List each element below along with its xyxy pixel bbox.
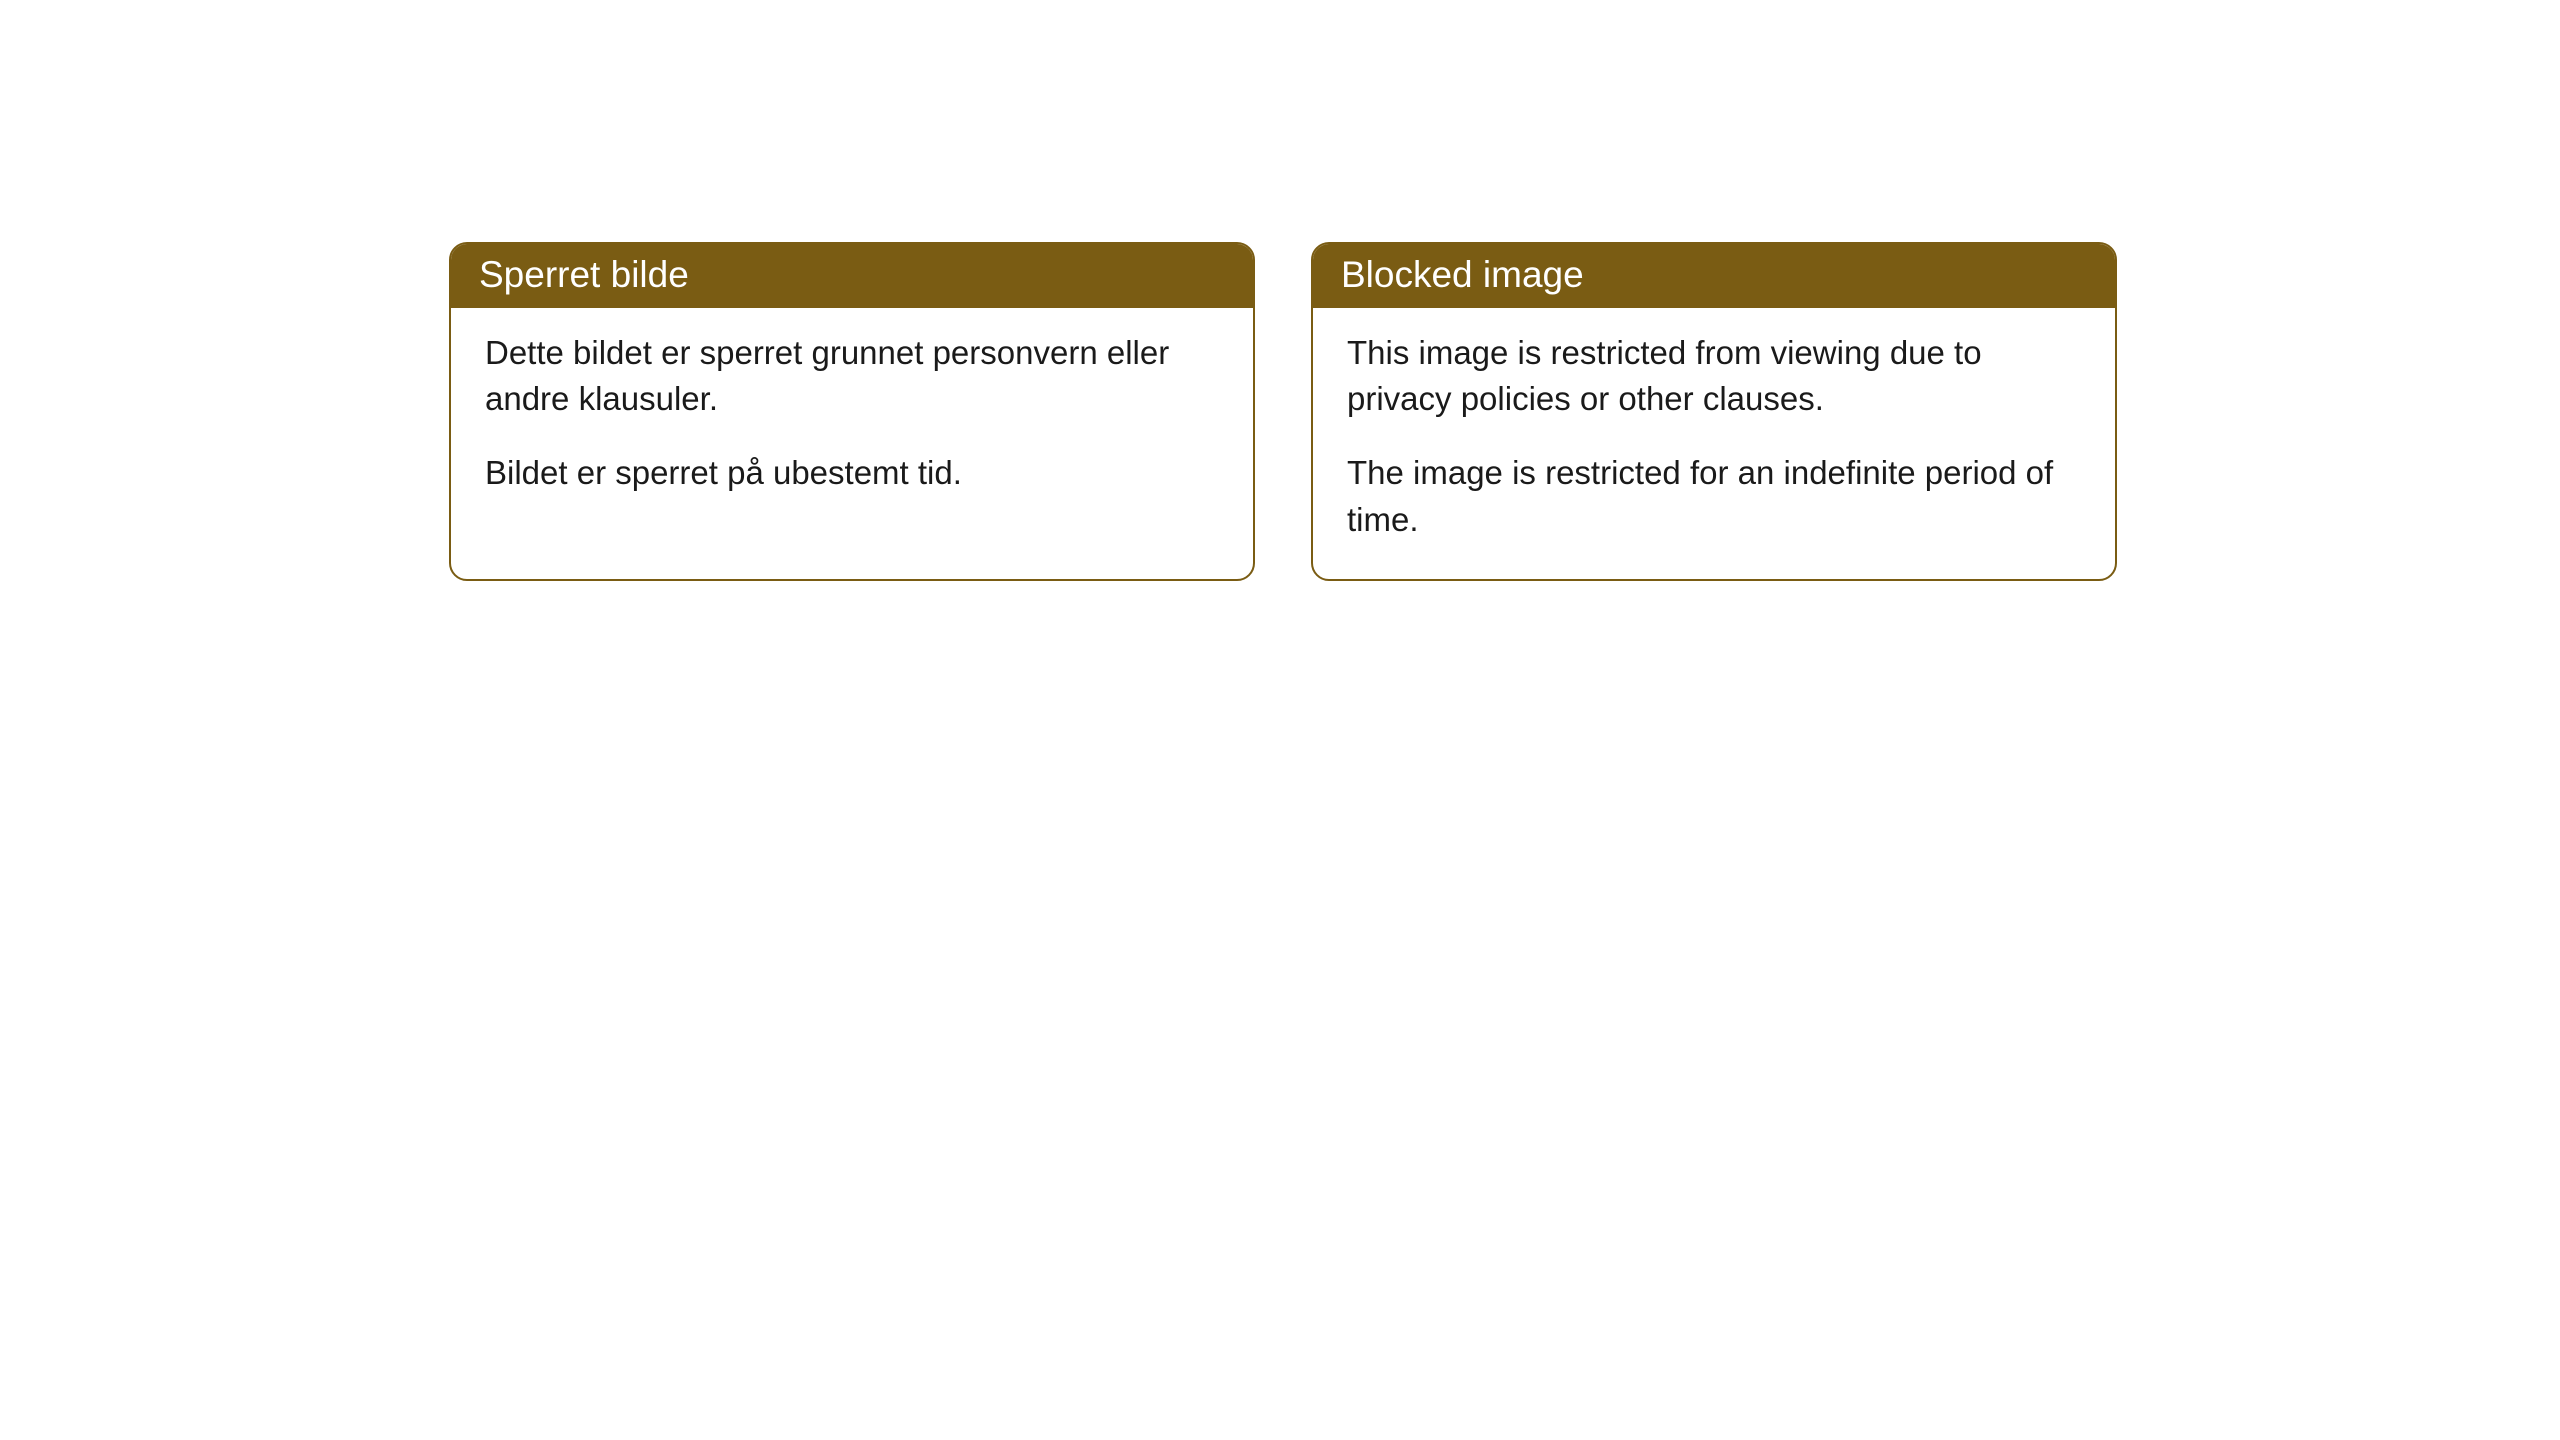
- card-body: Dette bildet er sperret grunnet personve…: [451, 308, 1253, 533]
- card-paragraph-2: Bildet er sperret på ubestemt tid.: [485, 450, 1219, 496]
- card-header: Sperret bilde: [451, 244, 1253, 308]
- card-paragraph-2: The image is restricted for an indefinit…: [1347, 450, 2081, 542]
- card-body: This image is restricted from viewing du…: [1313, 308, 2115, 579]
- card-paragraph-1: Dette bildet er sperret grunnet personve…: [485, 330, 1219, 422]
- card-paragraph-1: This image is restricted from viewing du…: [1347, 330, 2081, 422]
- card-title: Sperret bilde: [479, 254, 689, 295]
- notice-cards-container: Sperret bilde Dette bildet er sperret gr…: [449, 242, 2117, 581]
- card-title: Blocked image: [1341, 254, 1584, 295]
- blocked-image-card-norwegian: Sperret bilde Dette bildet er sperret gr…: [449, 242, 1255, 581]
- blocked-image-card-english: Blocked image This image is restricted f…: [1311, 242, 2117, 581]
- card-header: Blocked image: [1313, 244, 2115, 308]
